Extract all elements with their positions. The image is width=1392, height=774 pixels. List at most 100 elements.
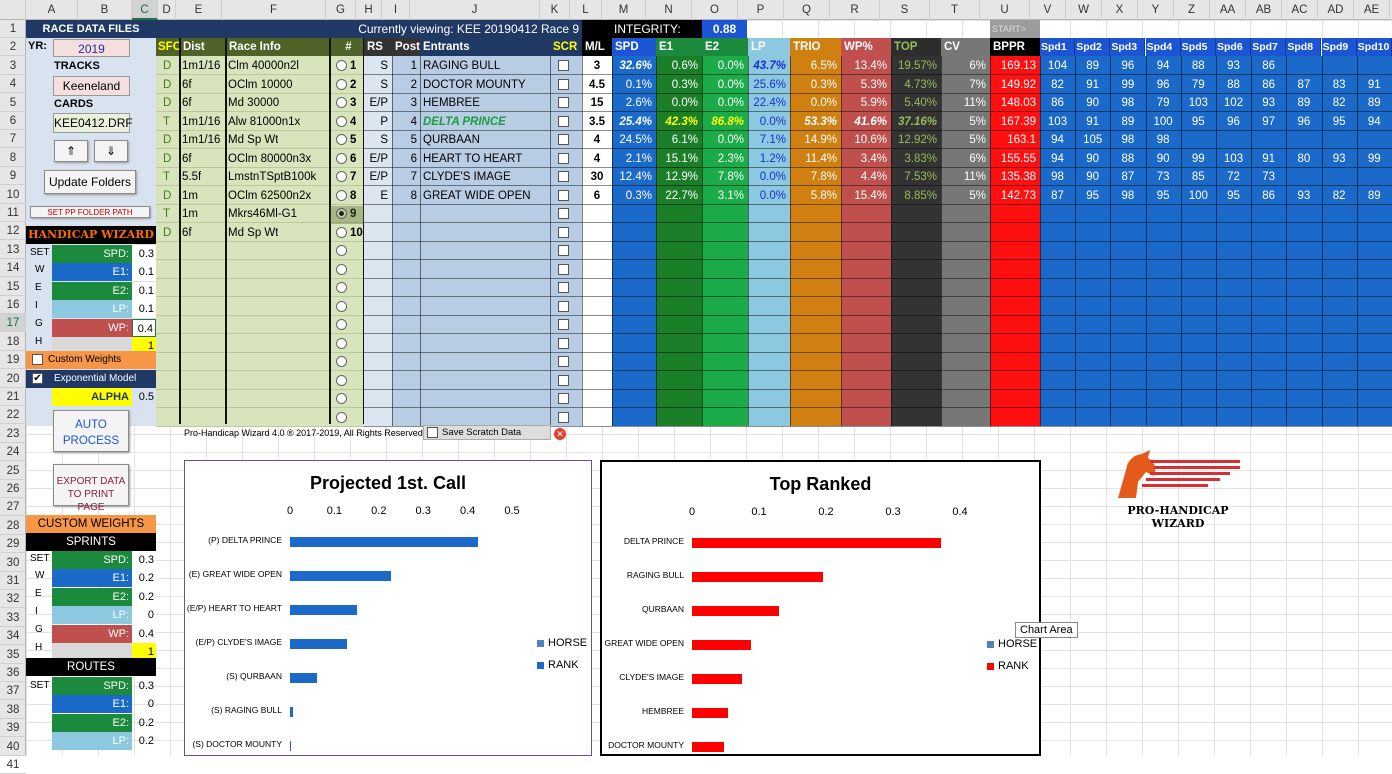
column-header[interactable]: U <box>980 0 1030 20</box>
exponential-model-row[interactable]: ✔ Exponential Model <box>26 370 156 388</box>
custom-weights-checkbox[interactable] <box>32 354 43 365</box>
sprint-weight-value[interactable]: 0.3 <box>132 551 156 569</box>
row-header[interactable]: 4 <box>0 75 26 94</box>
route-weight-value[interactable]: 0.3 <box>138 680 154 692</box>
row-header[interactable]: 24 <box>0 443 26 462</box>
weight-value[interactable]: 0.1 <box>132 263 156 282</box>
scratch-checkbox[interactable] <box>558 263 569 275</box>
scratch-checkbox[interactable] <box>558 189 569 201</box>
race-row[interactable]: D 6f Md Sp Wt 10 <box>156 224 364 242</box>
row-header[interactable]: 32 <box>0 590 26 609</box>
row-header[interactable]: 12 <box>0 222 26 241</box>
race-select-radio[interactable] <box>336 374 347 386</box>
race-select-radio[interactable] <box>336 245 347 256</box>
top-ranked-chart[interactable]: Top Ranked 0 0.1 0.2 0.3 0.4 DELTA PRINCE RAGIN… <box>600 460 1041 756</box>
row-header[interactable]: 41 <box>0 756 26 774</box>
scratch-checkbox[interactable] <box>558 134 569 145</box>
row-header[interactable]: 3 <box>0 57 26 75</box>
column-header[interactable]: O <box>692 0 738 20</box>
bar[interactable] <box>290 707 293 717</box>
column-header[interactable]: E <box>176 0 222 20</box>
race-row[interactable]: D 6f OClm 80000n3x 6 <box>156 150 364 168</box>
export-data-button[interactable]: EXPORT DATA TO PRINT PAGE <box>53 464 129 513</box>
race-row[interactable]: D 1m1/16 Md Sp Wt 5 <box>156 131 364 149</box>
bar[interactable] <box>692 640 752 650</box>
row-header[interactable]: 29 <box>0 535 26 554</box>
race-select-radio[interactable] <box>336 282 347 293</box>
race-row[interactable]: D 1m OClm 62500n2x 8 <box>156 187 364 205</box>
alpha-value[interactable]: 0.5 <box>138 391 154 403</box>
race-select-radio[interactable] <box>336 134 347 145</box>
row-header[interactable]: 33 <box>0 609 26 627</box>
row-header[interactable]: 35 <box>0 646 26 664</box>
entrant-name[interactable]: HEMBREE <box>423 97 480 109</box>
race-row[interactable] <box>156 335 364 353</box>
column-header[interactable]: P <box>738 0 784 20</box>
bar[interactable] <box>692 742 724 752</box>
row-header[interactable]: 8 <box>0 149 26 167</box>
sprint-weight-value[interactable]: 0 <box>132 606 156 625</box>
scratch-checkbox[interactable] <box>558 337 569 349</box>
race-row[interactable] <box>156 279 364 297</box>
entrant-name[interactable]: GREAT WIDE OPEN <box>423 189 531 202</box>
race-select-radio[interactable] <box>336 263 347 275</box>
race-row[interactable] <box>156 390 364 408</box>
scratch-checkbox[interactable] <box>558 115 569 127</box>
row-header[interactable]: 13 <box>0 241 26 259</box>
entrant-name[interactable]: QURBAAN <box>423 134 480 146</box>
row-header[interactable]: 19 <box>0 351 26 370</box>
bar[interactable] <box>290 673 318 683</box>
row-header[interactable]: 38 <box>0 701 26 719</box>
column-header[interactable]: K <box>540 0 570 20</box>
sprint-weight-value[interactable]: 0.4 <box>132 624 156 643</box>
scratch-checkbox[interactable] <box>558 226 569 238</box>
close-icon[interactable]: ✕ <box>554 428 566 440</box>
custom-weights-row[interactable]: Custom Weights <box>26 351 156 369</box>
race-row[interactable] <box>156 261 364 279</box>
column-header[interactable]: X <box>1102 0 1138 20</box>
race-select-radio[interactable] <box>336 115 347 127</box>
scratch-checkbox[interactable] <box>558 356 569 367</box>
bar[interactable] <box>290 605 358 615</box>
race-select-radio[interactable] <box>336 356 347 367</box>
bar[interactable] <box>692 538 941 548</box>
race-row[interactable]: T 5.5f LmstnTSptB100k 7 <box>156 168 364 186</box>
column-header[interactable]: B <box>78 0 132 20</box>
scratch-checkbox[interactable] <box>558 374 569 386</box>
column-headers[interactable]: A B C D E F G H I J K L M N O P Q R S T U V W X Y Z AA AB AC AD AE <box>0 0 1392 20</box>
race-select-radio[interactable] <box>336 171 347 182</box>
entrant-name[interactable]: RAGING BULL <box>423 60 501 72</box>
row-header[interactable]: 22 <box>0 406 26 425</box>
column-header[interactable]: G <box>326 0 356 20</box>
column-header[interactable]: A <box>26 0 78 20</box>
column-header[interactable]: W <box>1066 0 1102 20</box>
bar[interactable] <box>290 741 292 751</box>
row-header[interactable]: 9 <box>0 167 26 186</box>
race-select-radio[interactable] <box>336 152 347 164</box>
tracks-field[interactable]: Keeneland <box>53 76 130 96</box>
column-header[interactable]: H <box>356 0 382 20</box>
scratch-checkbox[interactable] <box>558 245 569 256</box>
row-header[interactable]: 23 <box>0 425 26 443</box>
race-select-radio[interactable] <box>336 411 347 423</box>
column-header[interactable]: T <box>930 0 980 20</box>
race-select-radio[interactable] <box>336 393 347 404</box>
scratch-checkbox[interactable] <box>558 78 569 90</box>
weight-value[interactable]: 0.4 <box>132 318 156 337</box>
race-row[interactable]: T 1m1/16 Alw 81000n1x 4 <box>156 113 364 131</box>
row-header[interactable]: 34 <box>0 627 26 646</box>
race-row[interactable] <box>156 242 364 260</box>
select-all-corner[interactable] <box>0 0 26 20</box>
set-pp-folder-path-button[interactable]: SET PP FOLDER PATH <box>30 206 150 218</box>
race-row[interactable]: D 6f OClm 10000 2 <box>156 76 364 94</box>
row-header[interactable]: 18 <box>0 333 26 351</box>
scratch-checkbox[interactable] <box>558 152 569 164</box>
yr-field[interactable]: 2019 <box>53 39 130 57</box>
row-header[interactable]: 30 <box>0 554 26 572</box>
move-up-button[interactable]: ⇑ <box>54 140 88 162</box>
row-header[interactable]: 25 <box>0 462 26 480</box>
projected-first-call-chart[interactable]: Projected 1st. Call 0 0.1 0.2 0.3 0.4 0.5 (P) D… <box>184 460 592 756</box>
sprint-weight-value[interactable]: 0.2 <box>132 587 156 606</box>
bar[interactable] <box>692 606 779 616</box>
row-header[interactable]: 20 <box>0 370 26 388</box>
